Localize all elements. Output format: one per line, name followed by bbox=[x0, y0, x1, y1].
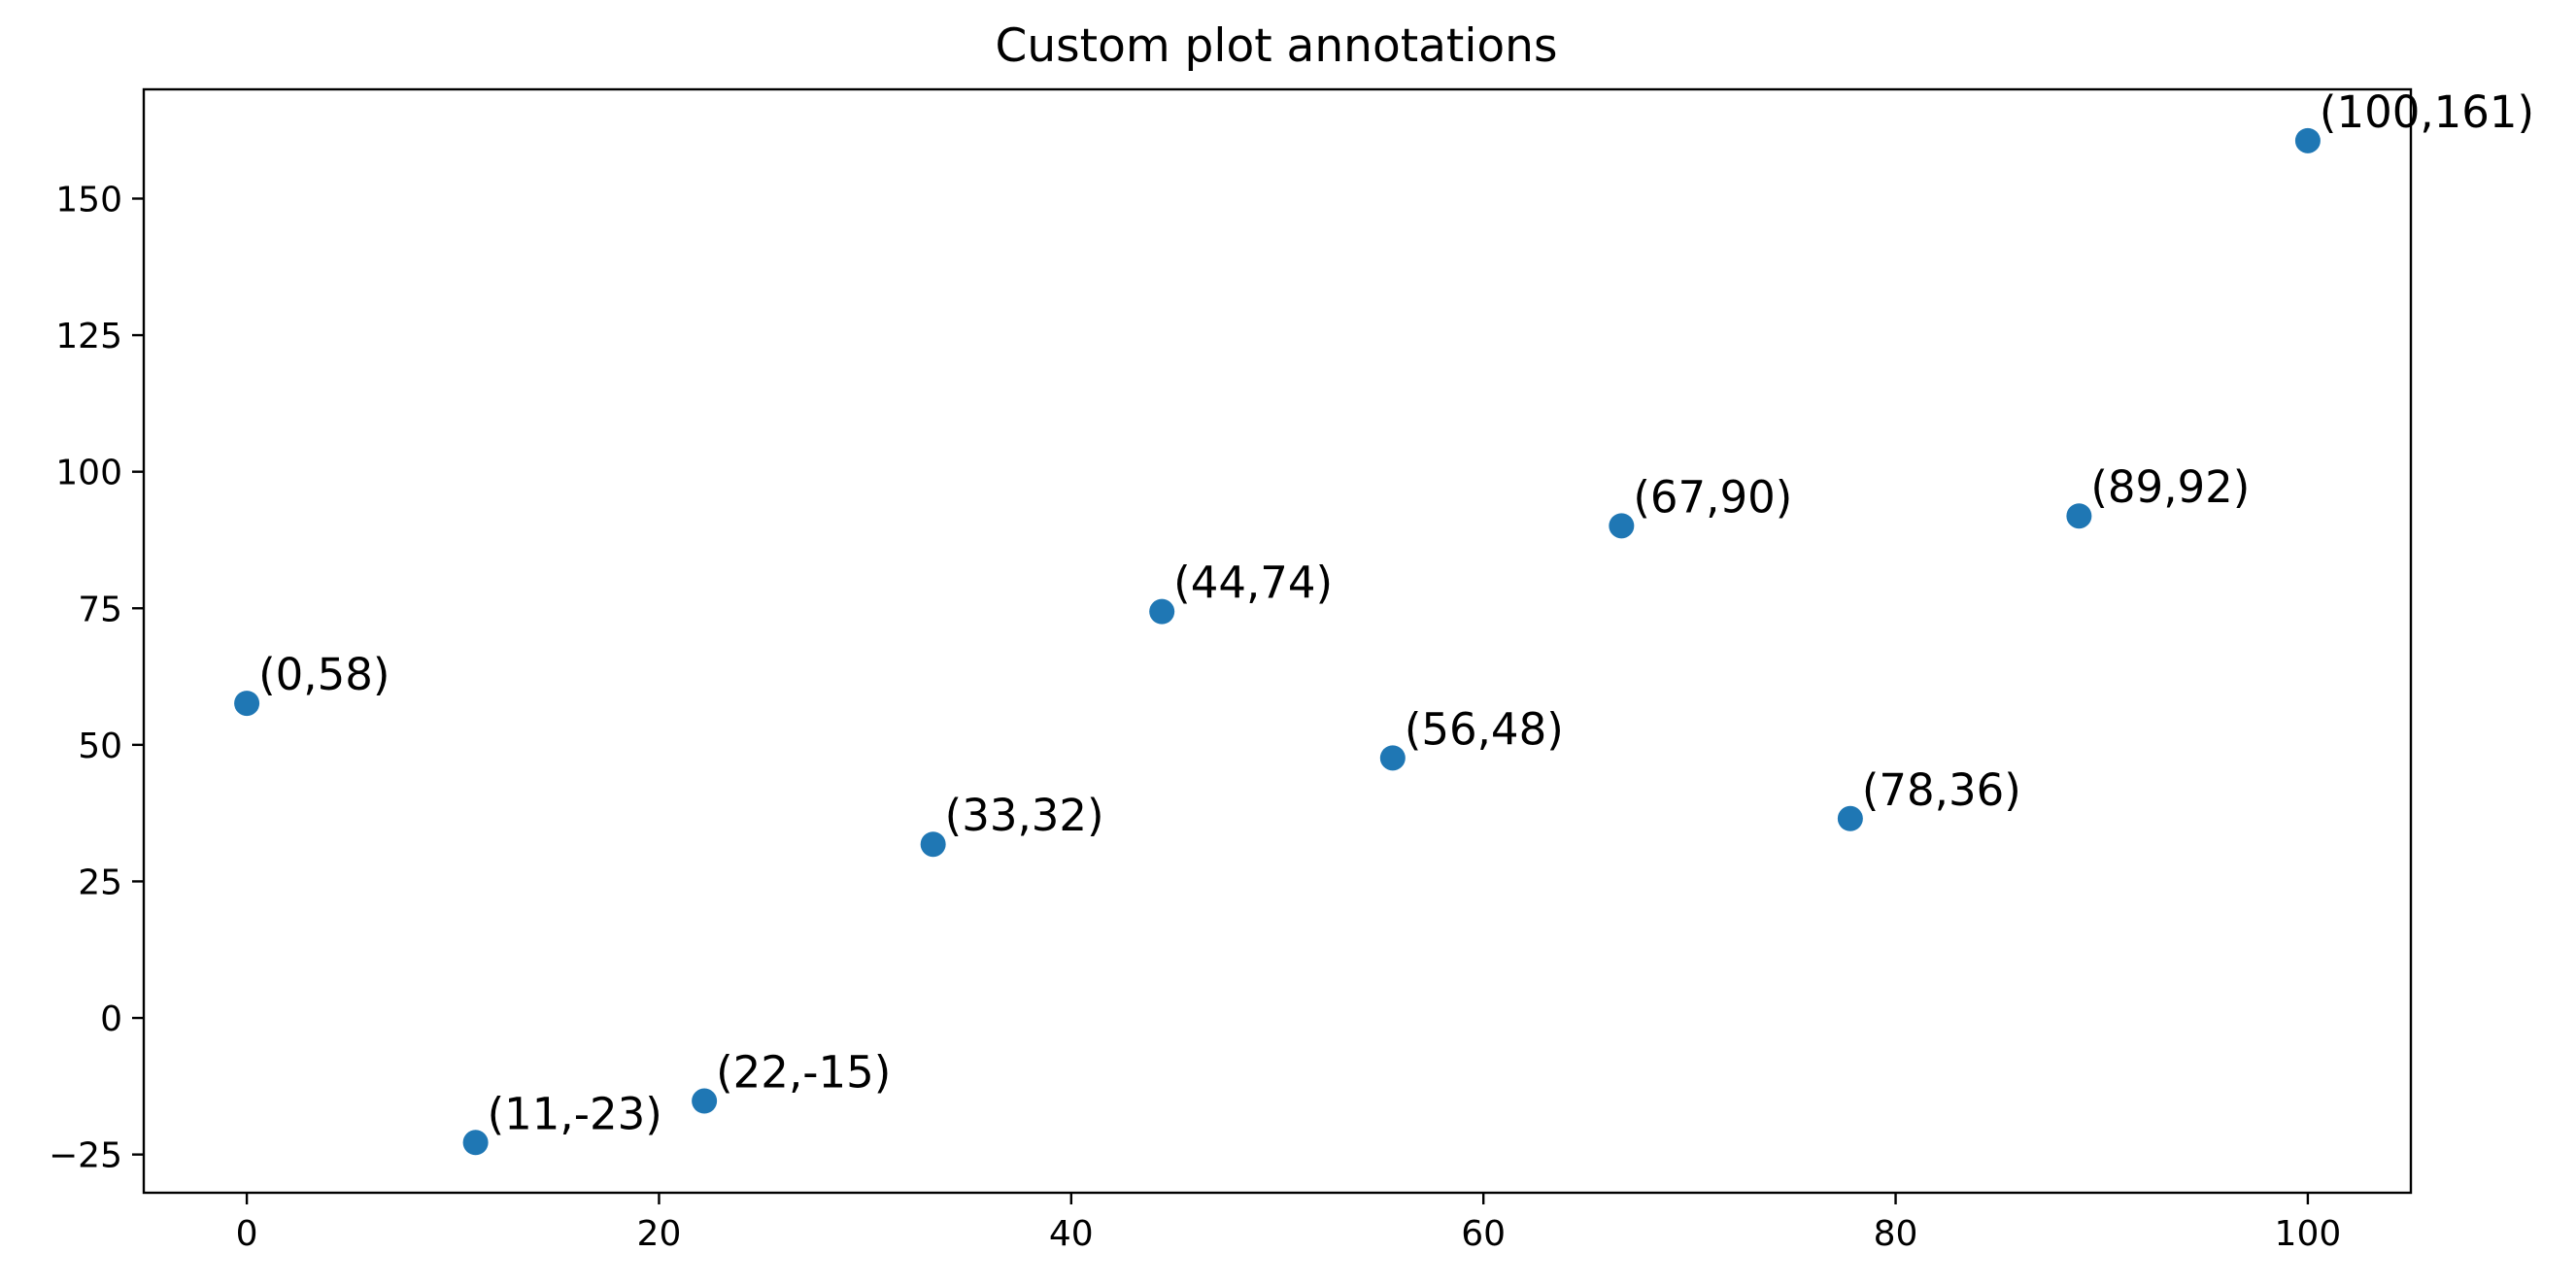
point-annotation: (78,36) bbox=[1862, 764, 2021, 816]
data-point bbox=[1837, 805, 1863, 831]
y-tick-label: 50 bbox=[78, 727, 122, 766]
point-annotation: (100,161) bbox=[2320, 86, 2534, 138]
y-tick-label: 25 bbox=[78, 863, 122, 902]
y-tick-label: 75 bbox=[78, 590, 122, 629]
x-tick-label: 60 bbox=[1461, 1214, 1506, 1254]
point-annotation: (33,32) bbox=[945, 790, 1104, 841]
x-tick-label: 80 bbox=[1874, 1214, 1918, 1254]
y-tick-label: 100 bbox=[55, 454, 122, 493]
point-annotation: (67,90) bbox=[1633, 471, 1792, 523]
x-tick-label: 20 bbox=[637, 1214, 682, 1254]
data-point bbox=[920, 831, 946, 858]
point-annotation: (22,-15) bbox=[716, 1047, 891, 1099]
chart-title: Custom plot annotations bbox=[996, 19, 1558, 73]
x-tick-label: 40 bbox=[1049, 1214, 1094, 1254]
y-tick-label: 0 bbox=[100, 999, 122, 1039]
data-point bbox=[1379, 745, 1406, 771]
point-annotation: (89,92) bbox=[2090, 461, 2250, 513]
data-point bbox=[234, 691, 260, 717]
point-annotation: (56,48) bbox=[1405, 703, 1564, 755]
point-annotation: (11,-23) bbox=[488, 1088, 662, 1139]
data-point bbox=[2294, 127, 2321, 153]
x-tick-label: 0 bbox=[236, 1214, 258, 1254]
y-tick-label: 150 bbox=[55, 180, 122, 220]
data-point bbox=[2066, 503, 2092, 529]
axes-frame bbox=[142, 87, 2413, 1195]
plot-area: 0 20 40 60 80 100 −25 0 25 50 75 100 125 150 (0,58) (11… bbox=[49, 86, 2534, 1254]
data-point bbox=[462, 1130, 489, 1156]
point-annotation: (0,58) bbox=[258, 649, 390, 700]
data-point bbox=[1609, 513, 1635, 539]
data-point bbox=[1149, 598, 1175, 625]
y-tick-label: 125 bbox=[55, 317, 122, 356]
data-point bbox=[692, 1088, 718, 1114]
y-tick-label: −25 bbox=[49, 1136, 122, 1176]
point-annotation: (44,74) bbox=[1173, 558, 1333, 609]
x-tick-label: 100 bbox=[2275, 1214, 2342, 1254]
